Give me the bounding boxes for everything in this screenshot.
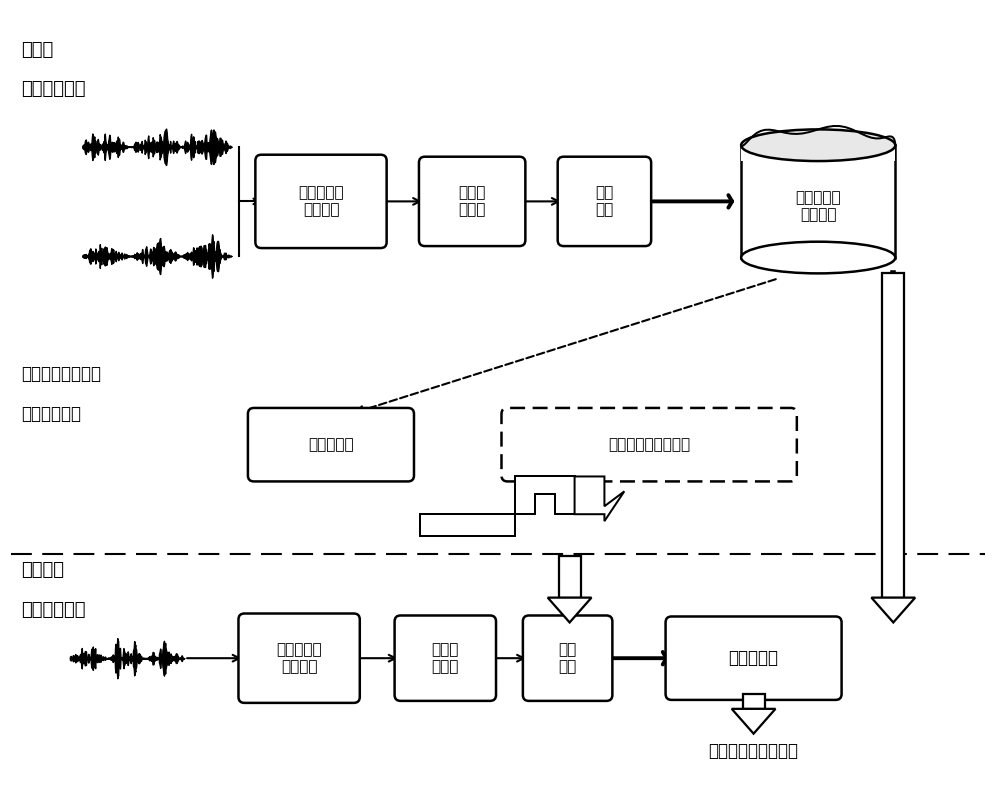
Text: 训练分类器: 训练分类器 xyxy=(308,437,354,452)
Text: 特征
选择: 特征 选择 xyxy=(595,185,614,218)
Bar xyxy=(559,556,581,598)
FancyBboxPatch shape xyxy=(501,408,797,482)
Text: 分类器分类: 分类器分类 xyxy=(729,649,779,667)
Text: 训练语音信号: 训练语音信号 xyxy=(21,405,81,423)
Text: 特征提取与
特征统计: 特征提取与 特征统计 xyxy=(276,642,322,674)
Text: 训练语音信号: 训练语音信号 xyxy=(21,80,85,98)
Bar xyxy=(882,274,904,598)
Polygon shape xyxy=(420,514,515,536)
Text: 该说话人: 该说话人 xyxy=(21,561,64,579)
FancyBboxPatch shape xyxy=(666,617,842,700)
Text: 特征提取与
特征统计: 特征提取与 特征统计 xyxy=(298,185,344,218)
FancyBboxPatch shape xyxy=(558,157,651,246)
FancyBboxPatch shape xyxy=(238,614,360,703)
Bar xyxy=(743,694,765,709)
Text: 某一说话人无标签: 某一说话人无标签 xyxy=(21,366,101,383)
Polygon shape xyxy=(548,598,591,622)
Polygon shape xyxy=(732,709,775,734)
Ellipse shape xyxy=(741,242,895,274)
FancyBboxPatch shape xyxy=(419,157,525,246)
Ellipse shape xyxy=(741,130,895,161)
FancyBboxPatch shape xyxy=(248,408,414,482)
Text: 语音情感向
量数据库: 语音情感向 量数据库 xyxy=(795,190,841,222)
Text: 测试语音信号: 测试语音信号 xyxy=(21,601,85,618)
FancyBboxPatch shape xyxy=(523,615,612,701)
Polygon shape xyxy=(515,477,575,514)
Bar xyxy=(741,146,895,258)
Text: 测试语音的情感类别: 测试语音的情感类别 xyxy=(709,742,799,760)
Text: 分类模型及较优参数: 分类模型及较优参数 xyxy=(608,437,690,452)
FancyBboxPatch shape xyxy=(255,154,387,248)
Polygon shape xyxy=(575,477,624,521)
FancyBboxPatch shape xyxy=(395,615,496,701)
Bar xyxy=(741,130,895,161)
Text: 说话人
归一化: 说话人 归一化 xyxy=(458,185,486,218)
Text: 有标签: 有标签 xyxy=(21,41,53,58)
Polygon shape xyxy=(871,598,915,622)
Text: 特征
选择: 特征 选择 xyxy=(558,642,577,674)
Text: 说话人
归一化: 说话人 归一化 xyxy=(432,642,459,674)
